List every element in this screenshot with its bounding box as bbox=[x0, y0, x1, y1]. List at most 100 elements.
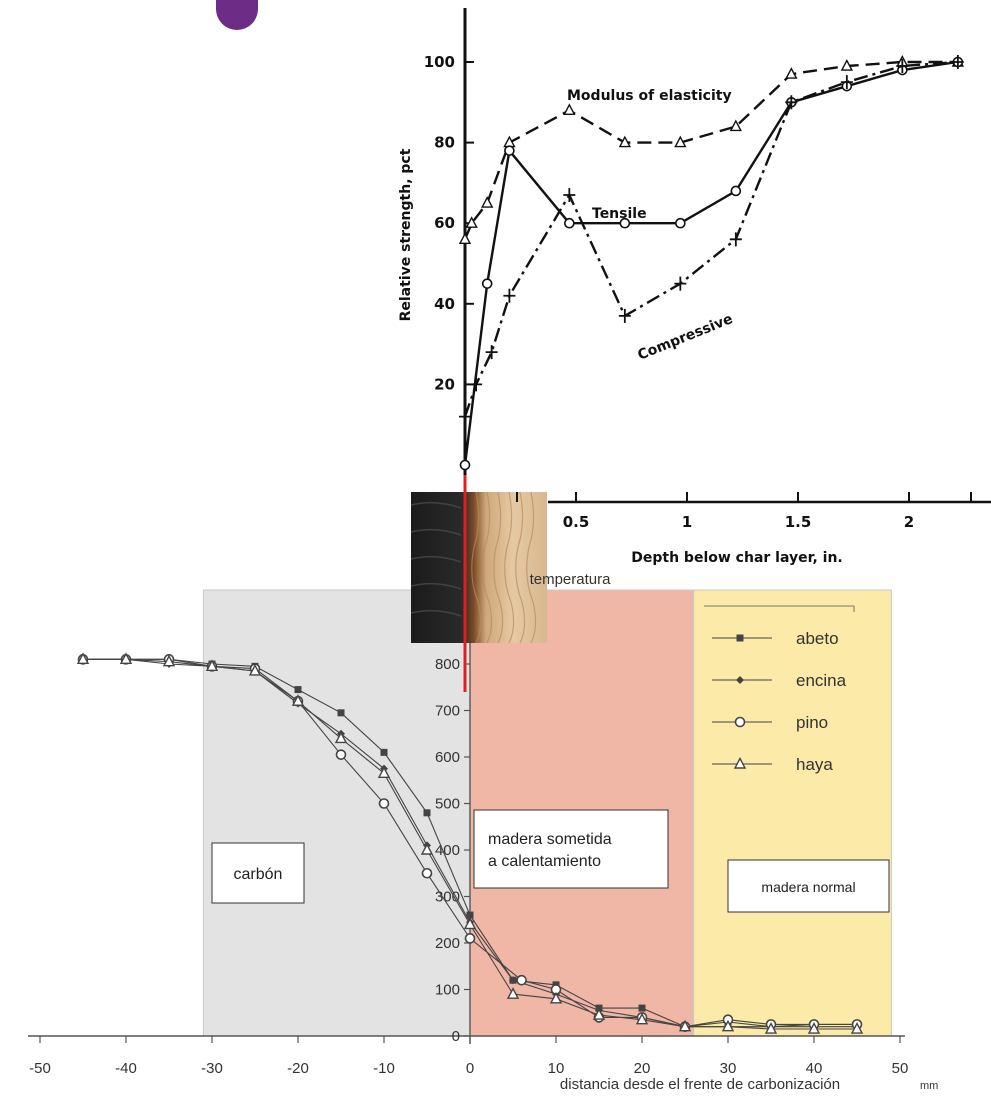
bottom-point-haya bbox=[506, 987, 520, 999]
bottom-x-tick-label: 30 bbox=[720, 1060, 737, 1077]
top-series-label-tensile: Tensile bbox=[592, 206, 647, 222]
char-crack-line bbox=[410, 501, 462, 509]
wood-grain-line bbox=[504, 491, 515, 644]
bottom-x-tick-label: 50 bbox=[892, 1060, 909, 1077]
bottom-point-haya bbox=[119, 652, 133, 665]
bottom-x-tick-label: -30 bbox=[201, 1060, 223, 1077]
top-point-Compressive bbox=[503, 288, 516, 303]
char-crack-line bbox=[410, 582, 462, 590]
top-point-Modulus of elasticity bbox=[729, 119, 742, 132]
top-y-axis-label: Relative strength, pct bbox=[398, 148, 414, 321]
bottom-point-haya bbox=[549, 991, 563, 1004]
bottom-y-tick-label: 200 bbox=[435, 935, 460, 952]
bottom-point-haya bbox=[162, 654, 176, 667]
wood-grain-line bbox=[482, 491, 493, 644]
top-series-line-Modulus of elasticity bbox=[463, 60, 958, 240]
bottom-y-tick-label: 600 bbox=[435, 749, 460, 766]
legend-marker-encina bbox=[736, 676, 744, 684]
top-point-Modulus of elasticity bbox=[840, 59, 853, 71]
top-point-Tensile bbox=[459, 459, 471, 471]
top-y-tick-label: 20 bbox=[434, 375, 455, 393]
top-point-Modulus of elasticity bbox=[458, 232, 472, 245]
top-point-Tensile bbox=[675, 217, 686, 229]
top-point-Modulus of elasticity bbox=[563, 103, 576, 116]
legend-label-haya: haya bbox=[796, 755, 833, 774]
top-point-Compressive bbox=[674, 276, 687, 291]
bottom-x-tick-label: 10 bbox=[548, 1060, 565, 1077]
bottom-point-abeto bbox=[638, 1004, 646, 1012]
bottom-point-pino bbox=[464, 933, 476, 944]
region-label-box-2 bbox=[727, 859, 890, 913]
wood-grain-line bbox=[526, 491, 537, 644]
bottom-point-haya bbox=[807, 1022, 821, 1034]
region-label-box-0 bbox=[211, 842, 305, 904]
top-x-tick-label: 1 bbox=[682, 513, 692, 531]
bottom-x-tick-label: 0 bbox=[466, 1060, 474, 1077]
bottom-point-haya bbox=[334, 731, 348, 744]
bottom-x-axis-unit: mm bbox=[920, 1080, 938, 1092]
top-point-Tensile bbox=[481, 278, 493, 289]
region-label-box-1 bbox=[473, 809, 669, 889]
bottom-point-haya bbox=[291, 694, 305, 706]
char-crack-line bbox=[410, 609, 462, 617]
bottom-y-tick-label: 500 bbox=[435, 796, 460, 813]
bottom-point-haya bbox=[76, 652, 90, 665]
top-point-Modulus of elasticity bbox=[618, 135, 631, 148]
wood-grain-line bbox=[515, 491, 526, 644]
legend-marker-haya bbox=[733, 756, 747, 769]
top-point-Compressive bbox=[729, 232, 742, 247]
legend-label-pino: pino bbox=[796, 713, 828, 732]
char-crack-line bbox=[410, 528, 462, 536]
legend-label-encina: encina bbox=[796, 671, 847, 690]
top-y-tick-label: 100 bbox=[424, 53, 455, 71]
bottom-y-tick-label: 0 bbox=[452, 1028, 460, 1045]
top-point-Compressive bbox=[485, 345, 498, 360]
bottom-point-pino bbox=[378, 798, 390, 809]
bottom-point-haya bbox=[592, 1008, 606, 1020]
wood-grain-line bbox=[471, 491, 482, 644]
bottom-point-haya bbox=[678, 1019, 692, 1032]
top-point-Tensile bbox=[619, 217, 631, 229]
top-series-label-modulus: Modulus of elasticity bbox=[567, 88, 732, 104]
top-point-Modulus of elasticity bbox=[481, 196, 494, 208]
bottom-point-haya bbox=[850, 1022, 864, 1034]
bottom-point-abeto bbox=[380, 748, 388, 756]
bottom-x-tick-label: 20 bbox=[634, 1060, 651, 1077]
region-2 bbox=[693, 589, 892, 1037]
bottom-point-abeto bbox=[294, 686, 302, 694]
legend-marker-pino bbox=[734, 716, 746, 728]
wood-grain-line bbox=[493, 491, 504, 644]
bottom-point-pino bbox=[335, 749, 347, 760]
bottom-point-haya bbox=[420, 842, 434, 855]
top-point-Tensile bbox=[504, 145, 515, 156]
top-point-Compressive bbox=[563, 187, 576, 202]
top-x-tick-label: 2 bbox=[904, 513, 914, 531]
bottom-point-abeto bbox=[466, 911, 474, 919]
bottom-point-haya bbox=[248, 663, 262, 676]
top-point-Compressive bbox=[896, 59, 909, 74]
bottom-point-abeto bbox=[423, 809, 431, 817]
top-series-label-compressive: Compressive bbox=[636, 311, 736, 364]
bottom-x-tick-label: -20 bbox=[287, 1060, 309, 1077]
top-x-tick-label: 0.5 bbox=[563, 513, 590, 531]
top-y-tick-label: 80 bbox=[434, 134, 455, 152]
top-point-Compressive bbox=[618, 308, 631, 323]
bottom-point-haya bbox=[721, 1019, 735, 1032]
char-crack-line bbox=[410, 555, 462, 563]
top-point-Compressive bbox=[459, 409, 471, 424]
bottom-x-tick-label: -10 bbox=[373, 1060, 395, 1077]
bottom-point-pino bbox=[421, 867, 433, 879]
bottom-point-abeto bbox=[337, 709, 345, 717]
bottom-y-tick-label: 700 bbox=[435, 703, 460, 720]
top-y-tick-label: 60 bbox=[434, 214, 455, 232]
top-point-Tensile bbox=[564, 217, 575, 229]
bottom-chart-title: temperatura bbox=[530, 571, 612, 588]
top-series-line-Compressive bbox=[463, 60, 958, 417]
legend-label-abeto: abeto bbox=[796, 629, 839, 648]
bottom-point-haya bbox=[764, 1022, 778, 1034]
top-point-Compressive bbox=[840, 75, 853, 90]
top-series-line-Tensile bbox=[463, 60, 958, 466]
region-label-text: madera sometida bbox=[488, 831, 612, 848]
top-point-Modulus of elasticity bbox=[785, 67, 798, 79]
